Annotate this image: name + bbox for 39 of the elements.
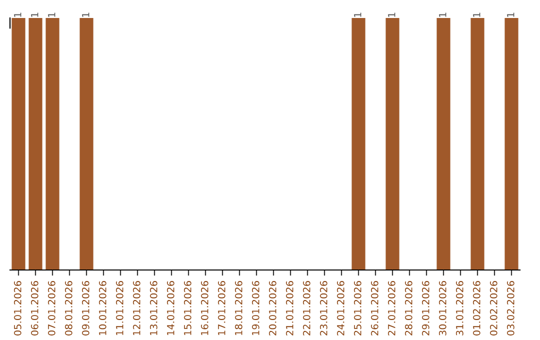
x-tick-label: 06.01.2026 (30, 281, 38, 336)
data-label: 1 (31, 12, 38, 17)
data-label: 1 (507, 12, 514, 17)
x-tick-label: 21.01.2026 (286, 281, 294, 336)
x-tick-label: 10.01.2026 (98, 281, 106, 336)
data-label: 1 (48, 12, 56, 17)
x-tick-label: 17.01.2026 (218, 281, 226, 336)
x-tick-label: 11.01.2026 (116, 281, 124, 336)
x-tick-label: 13.01.2026 (150, 281, 158, 336)
x-tick-label: 09.01.2026 (82, 281, 90, 336)
x-tick-label: 29.01.2026 (422, 281, 430, 336)
x-tick-label: 28.01.2026 (404, 281, 412, 336)
x-tick-label: 15.01.2026 (184, 281, 192, 336)
data-label: 1 (82, 12, 90, 17)
x-tick-label: 05.01.2026 (14, 281, 22, 336)
x-tick-label: 18.01.2026 (234, 281, 242, 336)
x-tick-label: 03.02.2026 (506, 281, 514, 336)
x-tick-label: 07.01.2026 (48, 281, 56, 336)
x-tick-label: 24.01.2026 (336, 281, 344, 336)
data-label: 1 (354, 12, 362, 17)
x-tick-label: 02.02.2026 (490, 281, 498, 336)
data-label: 1 (14, 12, 22, 17)
data-label: 1 (388, 12, 396, 17)
x-tick-label: 26.01.2026 (370, 281, 378, 336)
x-tick-label: 20.01.2026 (268, 281, 276, 336)
x-tick-label: 01.02.2026 (472, 281, 480, 336)
x-tick-label: 08.01.2026 (64, 281, 72, 336)
x-tick-label: 31.01.2026 (456, 281, 464, 336)
x-tick-label: 27.01.2026 (388, 281, 396, 336)
x-tick-label: 22.01.2026 (302, 281, 310, 336)
data-label: 1 (473, 12, 480, 17)
x-tick-label: 23.01.2026 (320, 281, 328, 336)
x-tick-label: 14.01.2026 (166, 281, 174, 336)
data-label: 1 (439, 12, 446, 17)
x-tick-label: 12.01.2026 (132, 281, 140, 336)
x-tick-label: 25.01.2026 (354, 281, 362, 336)
x-tick-label: 16.01.2026 (200, 281, 208, 336)
x-tick-label: 19.01.2026 (252, 281, 260, 336)
x-tick-label: 30.01.2026 (438, 281, 446, 336)
